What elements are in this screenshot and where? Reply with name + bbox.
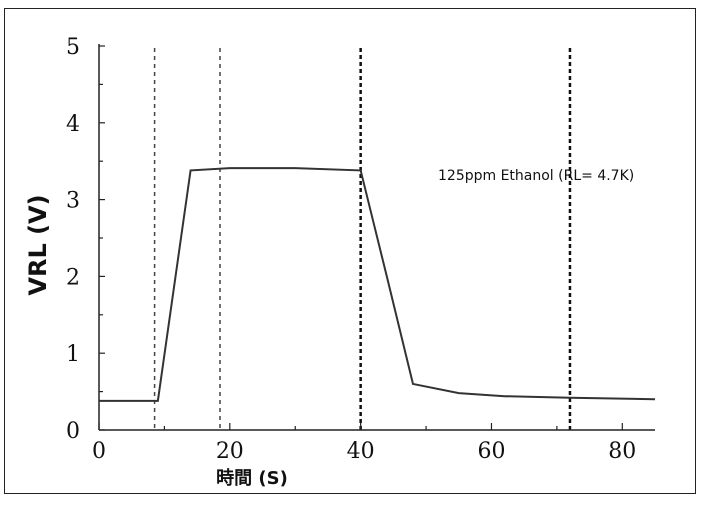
x-tick-label: 80 xyxy=(608,439,636,464)
x-ticks: 0 20 40 60 80 xyxy=(92,423,636,464)
y-tick-label: 4 xyxy=(66,112,80,137)
annotation-label: 125ppm Ethanol (RL= 4.7K) xyxy=(438,168,634,184)
series-group xyxy=(99,167,656,402)
y-tick-label: 2 xyxy=(66,265,80,290)
x-tick-label: 20 xyxy=(216,439,244,464)
y-tick-label: 0 xyxy=(66,419,80,444)
chart-frame xyxy=(4,8,696,494)
x-tick-label: 40 xyxy=(347,439,375,464)
y-ticks: 0 1 2 3 4 5 xyxy=(66,35,105,444)
y-axis-title: VRL (V) xyxy=(24,194,52,295)
x-tick-label: 60 xyxy=(477,439,505,464)
x-tick-label: 0 xyxy=(92,439,106,464)
y-tick-label: 5 xyxy=(66,35,80,60)
vertical-markers xyxy=(153,48,572,430)
series-line xyxy=(99,167,656,402)
axes: 0 1 2 3 4 5 0 20 40 60 80 xyxy=(66,35,655,464)
y-tick-label: 1 xyxy=(66,342,80,367)
x-axis-title: 時間 (S) xyxy=(216,468,288,489)
y-tick-label: 3 xyxy=(66,189,80,214)
